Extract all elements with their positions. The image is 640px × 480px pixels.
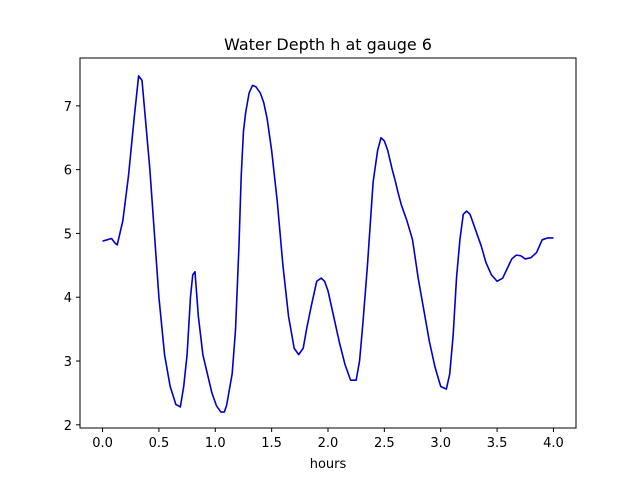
x-axis-label: hours [310, 457, 347, 472]
y-tick-label: 6 [64, 164, 72, 179]
x-tick-label: 3.5 [487, 436, 508, 451]
y-tick-label: 5 [64, 227, 72, 242]
plot-area [102, 75, 554, 413]
series-line-water-depth [102, 75, 554, 413]
y-tick-label: 3 [64, 355, 72, 370]
x-tick-label: 1.0 [205, 436, 226, 451]
x-tick-label: 1.5 [261, 436, 282, 451]
x-tick-label: 0.5 [149, 436, 170, 451]
x-tick-label: 4.0 [543, 436, 564, 451]
chart-title: Water Depth h at gauge 6 [224, 35, 432, 54]
y-tick-label: 4 [64, 291, 72, 306]
x-axis-ticks: 0.0 0.5 1.0 1.5 2.0 2.5 3.0 3.5 4.0 [92, 428, 564, 451]
x-tick-label: 2.0 [318, 436, 339, 451]
y-tick-label: 2 [64, 419, 72, 434]
x-tick-label: 0.0 [92, 436, 113, 451]
x-tick-label: 3.0 [430, 436, 451, 451]
x-tick-label: 2.5 [374, 436, 395, 451]
y-axis-ticks: 2 3 4 5 6 7 [64, 100, 80, 434]
y-tick-label: 7 [64, 100, 72, 115]
